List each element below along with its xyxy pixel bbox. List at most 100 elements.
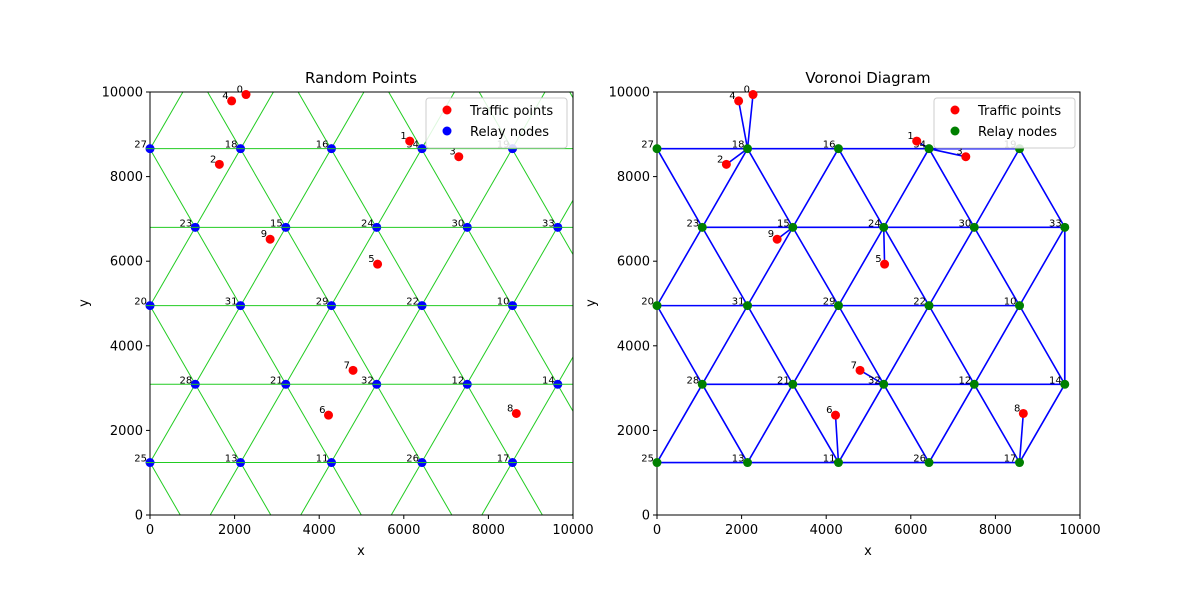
relay-node-label: 10 (1004, 297, 1017, 308)
relay-node-label: 24 (868, 218, 881, 229)
legend-marker-relay (442, 126, 452, 136)
traffic-point-label: 5 (875, 254, 881, 265)
relay-node-point (697, 379, 707, 389)
y-tick-label: 2000 (110, 424, 143, 439)
relay-node-label: 11 (316, 454, 329, 465)
traffic-point-label: 2 (210, 154, 216, 165)
relay-node-point (924, 458, 934, 468)
relay-node-label: 17 (497, 454, 510, 465)
relay-node-label: 13 (225, 454, 238, 465)
voronoi-edge (701, 305, 749, 385)
relay-node-label: 29 (823, 297, 836, 308)
traffic-point (454, 152, 464, 162)
relay-node-point (879, 379, 889, 389)
voronoi-edge (656, 148, 703, 228)
relay-node-label: 21 (777, 375, 790, 386)
y-tick-label: 10000 (609, 86, 650, 101)
grid-line-diagonal (481, 356, 573, 515)
voronoi-edge (746, 305, 794, 385)
legend-marker-relay (950, 126, 960, 136)
relay-node-point (697, 222, 707, 232)
voronoi-edge (701, 226, 749, 307)
relay-node-label: 15 (777, 218, 790, 229)
y-tick-label: 4000 (617, 339, 650, 354)
traffic-point (511, 408, 521, 418)
relay-node-point (743, 301, 753, 311)
relay-node-label: 18 (732, 140, 745, 151)
traffic-point (1018, 408, 1028, 418)
relay-node-label: 16 (823, 140, 836, 151)
voronoi-edge (1018, 305, 1066, 385)
traffic-point-label: 7 (851, 360, 857, 371)
relay-node-point (969, 379, 979, 389)
voronoi-edge (973, 226, 1021, 307)
voronoi-diagram-panel: Voronoi Diagram 0 2000 4000 6000 8000 10000 0 2… (584, 69, 1101, 559)
relay-node-point (652, 301, 662, 311)
y-axis-label: y (77, 299, 92, 307)
voronoi-edge (882, 227, 886, 265)
x-tick-label: 10000 (552, 523, 593, 538)
relay-node-label: 25 (641, 454, 654, 465)
voronoi-edge (883, 226, 930, 307)
grid-line-diagonal (150, 304, 272, 515)
relay-node-label: 27 (641, 140, 654, 151)
relay-node-label: 20 (641, 297, 654, 308)
relay-node-point (652, 458, 662, 468)
traffic-point-label: 1 (400, 131, 406, 142)
x-tick-label: 6000 (387, 523, 420, 538)
relay-node-label: 28 (687, 375, 700, 386)
relay-node-label: 12 (959, 375, 972, 386)
traffic-point-label: 0 (237, 85, 243, 96)
legend-label-relay: Relay nodes (470, 125, 549, 140)
relay-node-point (652, 144, 662, 154)
relay-node-label: 32 (868, 375, 881, 386)
traffic-point-label: 8 (1014, 403, 1020, 414)
traffic-point (855, 365, 865, 375)
relay-node-label: 24 (361, 218, 374, 229)
legend-marker-traffic (950, 105, 960, 115)
voronoi-edge (883, 383, 930, 463)
relay-node-label: 31 (732, 297, 745, 308)
traffic-point-label: 4 (729, 91, 735, 102)
axis-ticks: 0 2000 4000 6000 8000 10000 0 2000 4000 6000 8000 1… (102, 86, 594, 539)
relay-node-label: 23 (180, 218, 193, 229)
relay-node-label: 11 (823, 454, 836, 465)
voronoi-edge (1018, 413, 1025, 463)
voronoi-edge (701, 148, 749, 228)
traffic-point (880, 259, 890, 269)
x-tick-label: 0 (653, 523, 661, 538)
relay-node-point (879, 222, 889, 232)
relay-node-point (969, 222, 979, 232)
voronoi-edge (656, 226, 703, 307)
traffic-point-label: 9 (261, 229, 267, 240)
voronoi-edge (928, 147, 966, 158)
legend-label-relay: Relay nodes (978, 125, 1057, 140)
voronoi-edge (837, 148, 885, 228)
relay-node-label: 14 (542, 375, 555, 386)
traffic-point (373, 259, 383, 269)
voronoi-edge (1018, 226, 1066, 307)
voronoi-edge (837, 305, 885, 385)
y-tick-label: 0 (135, 509, 143, 524)
traffic-point (348, 365, 358, 375)
traffic-point (748, 90, 758, 100)
x-axis-label: x (357, 544, 365, 559)
relay-node-point (743, 458, 753, 468)
x-axis-label: x (864, 544, 872, 559)
relay-node-label: 32 (361, 375, 374, 386)
relay-node-point (1015, 458, 1025, 468)
relay-node-label: 26 (406, 454, 419, 465)
voronoi-edge (792, 148, 840, 228)
voronoi-edge (859, 369, 885, 385)
relay-node-point (1060, 222, 1070, 232)
relay-node-point (788, 379, 798, 389)
voronoi-edge (928, 305, 975, 385)
voronoi-edge (883, 305, 930, 385)
traffic-point-label: 2 (717, 154, 723, 165)
traffic-point (214, 159, 224, 169)
legend: Traffic points Relay nodes (425, 97, 568, 149)
relay-node-label: 33 (542, 218, 555, 229)
voronoi-edge (973, 305, 1021, 385)
